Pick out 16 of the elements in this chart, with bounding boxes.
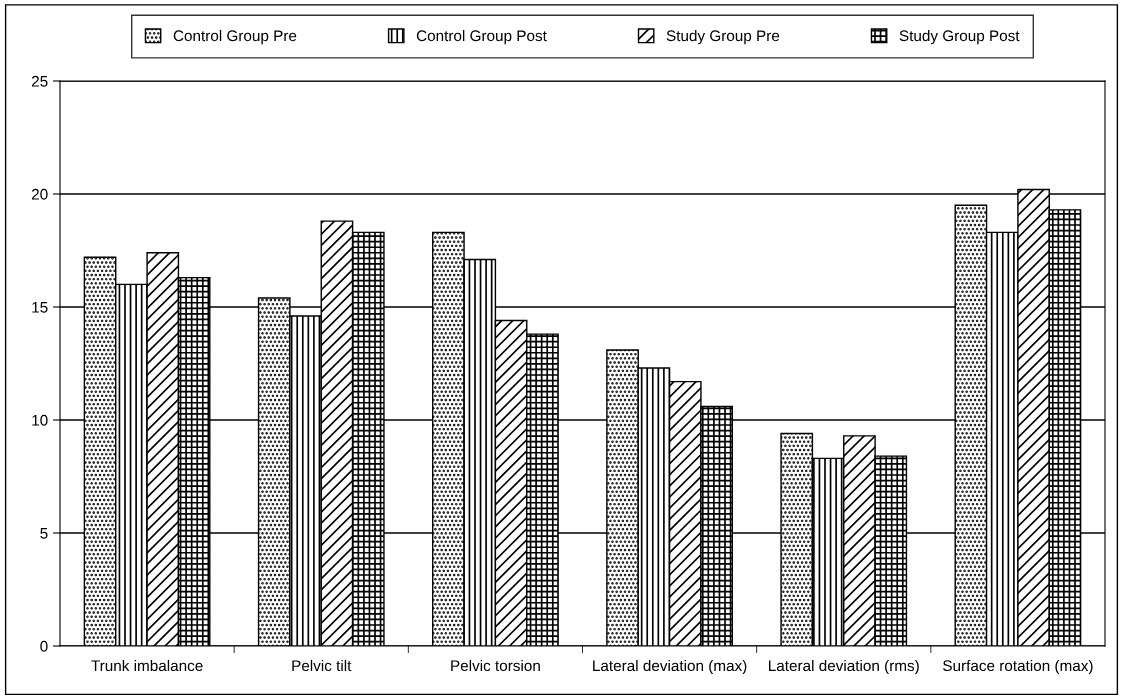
x-tick-label: Trunk imbalance [91, 659, 203, 672]
legend-label: Control Group Post [416, 29, 547, 45]
y-tick-label: 0 [40, 640, 48, 652]
y-tick-label: 15 [32, 302, 48, 313]
legend-label: Study Group Pre [666, 29, 780, 45]
y-tick-label: 5 [40, 528, 48, 539]
x-tick-label: Pelvic torsion [451, 659, 540, 672]
y-tick-label: 20 [31, 188, 48, 200]
x-tick-label: Surface rotation (max) [943, 659, 1093, 675]
y-tick-label: 25 [31, 75, 48, 87]
legend-label: Control Group Pre [173, 29, 297, 45]
legend-label: Study Group Post [899, 29, 1020, 45]
x-tick-label: Lateral deviation (rms) [769, 659, 919, 675]
x-tick-label: Lateral deviation (max) [593, 659, 747, 675]
y-tick-label: 10 [32, 414, 48, 426]
x-tick-label: Pelvic tilt [292, 659, 352, 672]
